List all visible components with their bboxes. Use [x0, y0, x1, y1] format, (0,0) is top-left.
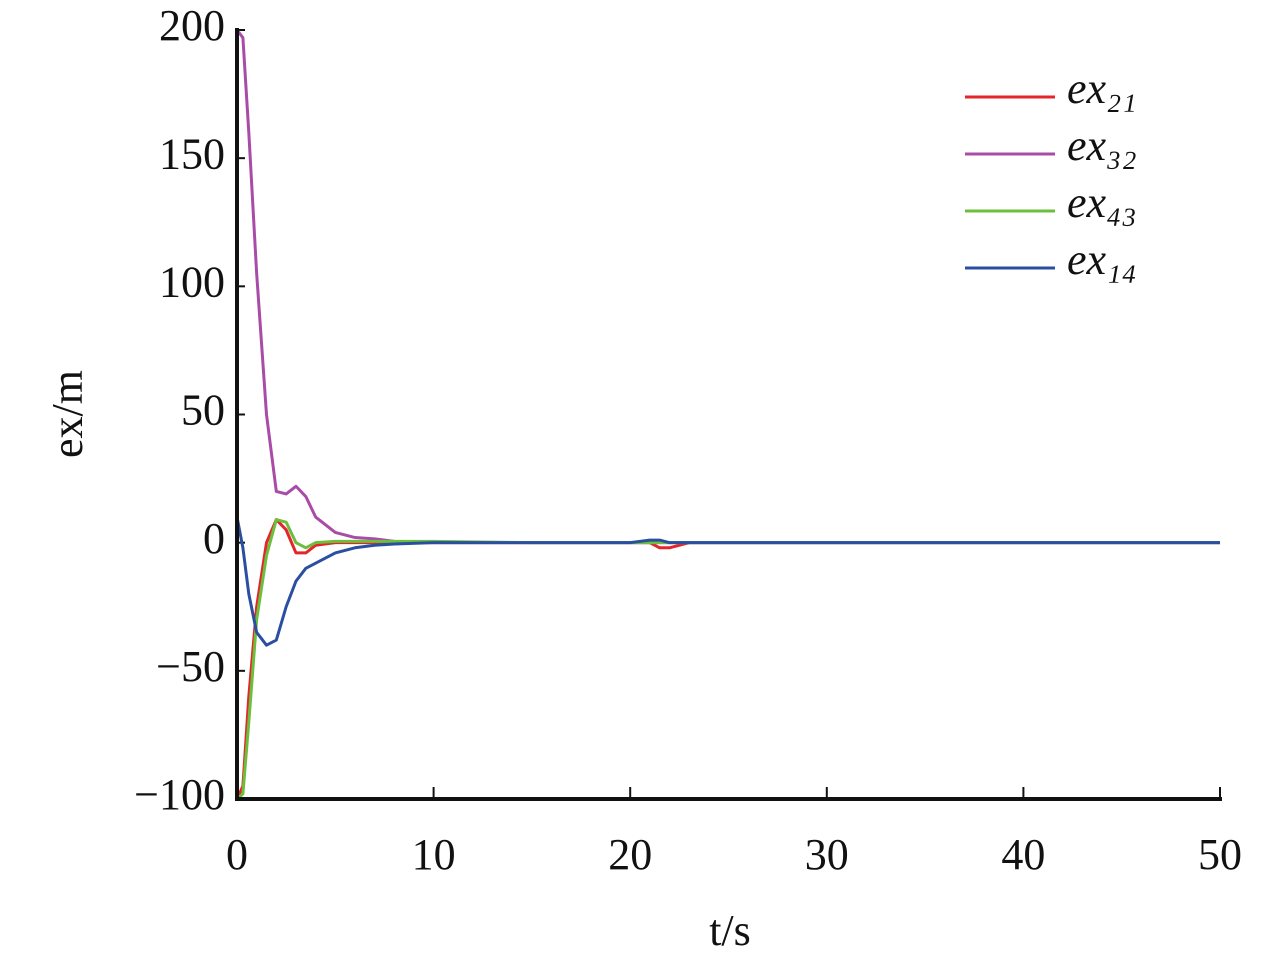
legend-label: ex₄₃: [1067, 178, 1137, 227]
x-tick-label: 20: [608, 830, 652, 879]
data-line: [235, 518, 1220, 800]
x-tick-label: 50: [1198, 830, 1242, 879]
y-axis-label: ex/m: [43, 370, 92, 458]
x-tick-label: 30: [805, 830, 849, 879]
y-tick-label: 0: [203, 514, 225, 563]
y-tick-label: 200: [159, 1, 225, 50]
legend-label: ex₂₁: [1067, 64, 1137, 113]
x-axis-label: t/s: [709, 906, 751, 955]
y-tick-label: −100: [134, 770, 225, 819]
y-tick-label: 50: [181, 386, 225, 435]
data-line: [236, 518, 1220, 801]
x-tick-label: 0: [226, 830, 248, 879]
x-tick-label: 10: [412, 830, 456, 879]
x-tick-label: 40: [1001, 830, 1045, 879]
y-tick-label: −50: [156, 642, 225, 691]
legend-label: ex₃₂: [1067, 121, 1137, 170]
data-line: [235, 516, 1220, 647]
y-tick-label: 100: [159, 257, 225, 306]
legend-label: ex₁₄: [1067, 235, 1137, 284]
y-tick-label: 150: [159, 129, 225, 178]
